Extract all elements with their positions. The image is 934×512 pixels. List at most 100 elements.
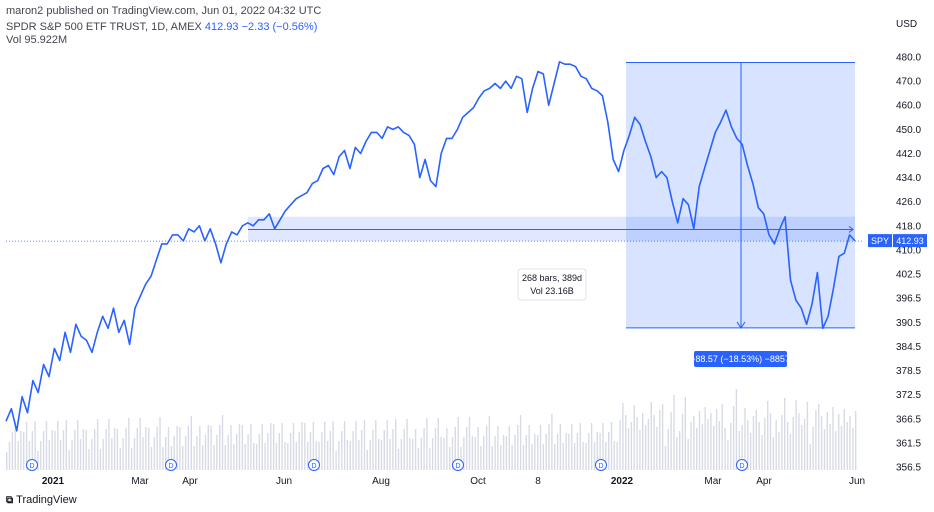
volume-bar xyxy=(838,414,840,470)
volume-bar xyxy=(96,419,99,470)
volume-bar xyxy=(636,417,638,470)
dividend-marker-label: D xyxy=(168,463,173,470)
volume-bar xyxy=(670,412,672,470)
tradingview-logo[interactable]: ⧉ TradingView xyxy=(6,494,77,506)
measure-vol-label: Vol 23.16B xyxy=(530,286,574,296)
volume-bar xyxy=(128,418,130,470)
volume-bar xyxy=(573,443,576,470)
volume-bar xyxy=(565,433,567,470)
volume-bar xyxy=(761,435,763,470)
x-tick-label: Mar xyxy=(704,476,722,487)
volume-bar xyxy=(184,436,187,470)
volume-bar xyxy=(554,444,556,470)
volume-bar xyxy=(343,421,346,470)
volume-bar xyxy=(801,425,803,470)
volume-bar xyxy=(798,413,800,470)
volume-bar xyxy=(679,431,681,470)
volume-bar xyxy=(826,412,828,470)
y-tick-label: 366.5 xyxy=(896,414,921,425)
volume-bar xyxy=(468,417,471,470)
volume-bar xyxy=(681,414,684,470)
volume-bar xyxy=(275,443,278,470)
volume-bar xyxy=(295,442,297,470)
volume-bar xyxy=(514,435,516,470)
volume-bar xyxy=(378,439,380,470)
volume-bar xyxy=(375,420,377,470)
volume-bar xyxy=(42,431,45,470)
volume-bar xyxy=(846,422,848,470)
volume-bar xyxy=(676,437,678,470)
volume-bar xyxy=(659,410,661,470)
volume-bar xyxy=(360,430,363,470)
volume-bar xyxy=(309,432,312,470)
volume-bar xyxy=(253,443,255,470)
volume-bar xyxy=(630,422,633,470)
volume-bar xyxy=(142,437,144,470)
volume-bar xyxy=(392,429,394,470)
volume-bar xyxy=(165,437,167,470)
volume-bar xyxy=(250,424,252,470)
volume-bar xyxy=(727,440,729,470)
volume-bar xyxy=(818,404,820,470)
volume-bar xyxy=(162,447,164,470)
volume-bar xyxy=(698,411,701,470)
volume-bar xyxy=(752,416,755,470)
volume-bar xyxy=(34,421,36,470)
volume-label: Vol xyxy=(6,34,22,46)
volume-bar xyxy=(179,427,181,470)
volume-bar xyxy=(193,446,195,470)
volume-bar xyxy=(710,413,712,470)
volume-bar xyxy=(494,436,496,470)
volume-bar xyxy=(91,439,93,470)
volume-bar xyxy=(414,429,417,470)
volume-bar xyxy=(244,444,246,470)
volume-bar xyxy=(792,417,794,470)
volume-bar xyxy=(562,443,564,470)
volume-bar xyxy=(644,425,647,470)
volume-bar xyxy=(213,445,215,470)
range-arrow-icon xyxy=(848,226,854,233)
volume-bar xyxy=(341,431,343,470)
volume-bar xyxy=(11,432,14,470)
price-axis: USD 480.0 470.0 460.0 450.0 442.0 434.0 426.0 41… xyxy=(868,19,927,474)
volume-bar xyxy=(48,440,50,470)
volume-bar xyxy=(525,435,527,470)
volume-bar xyxy=(111,438,113,470)
volume-bar xyxy=(772,437,775,470)
volume-bar xyxy=(363,420,366,470)
y-tick-label: 480.0 xyxy=(896,53,921,64)
y-tick-label: 396.5 xyxy=(896,294,921,305)
volume-bar xyxy=(579,423,581,470)
volume-bar xyxy=(389,439,391,470)
volume-bar xyxy=(466,427,468,470)
volume-bar xyxy=(690,422,692,470)
volume-bar xyxy=(693,416,695,470)
volume-bar xyxy=(264,443,266,470)
y-tick-label: 442.0 xyxy=(896,149,921,160)
x-tick-label: 2022 xyxy=(611,476,634,487)
volume-bar xyxy=(616,442,618,470)
volume-bar xyxy=(207,425,209,470)
publisher-credit: maron2 published on TradingView.com, Jun… xyxy=(6,5,322,17)
y-tick-label: 410.0 xyxy=(896,245,921,256)
volume-bar xyxy=(460,447,462,470)
volume-bar xyxy=(803,419,806,470)
volume-bar xyxy=(159,417,161,470)
volume-bar xyxy=(125,428,127,470)
volume-bar xyxy=(596,432,598,470)
volume-bar xyxy=(8,442,11,470)
volume-bar xyxy=(517,425,519,470)
x-tick-label: Jun xyxy=(276,476,292,487)
symbol-title[interactable]: SPDR S&P 500 ETF TRUST, 1D, AMEX xyxy=(6,21,202,33)
volume-bar xyxy=(474,437,476,470)
volume-bar xyxy=(747,420,749,470)
volume-bar xyxy=(732,406,735,470)
volume-bar xyxy=(88,449,90,470)
dividend-marker-icon xyxy=(165,459,177,471)
dividend-marker-icon xyxy=(452,459,464,471)
volume-bar xyxy=(505,436,508,470)
volume-bar xyxy=(585,443,587,470)
volume-bar xyxy=(403,429,405,470)
